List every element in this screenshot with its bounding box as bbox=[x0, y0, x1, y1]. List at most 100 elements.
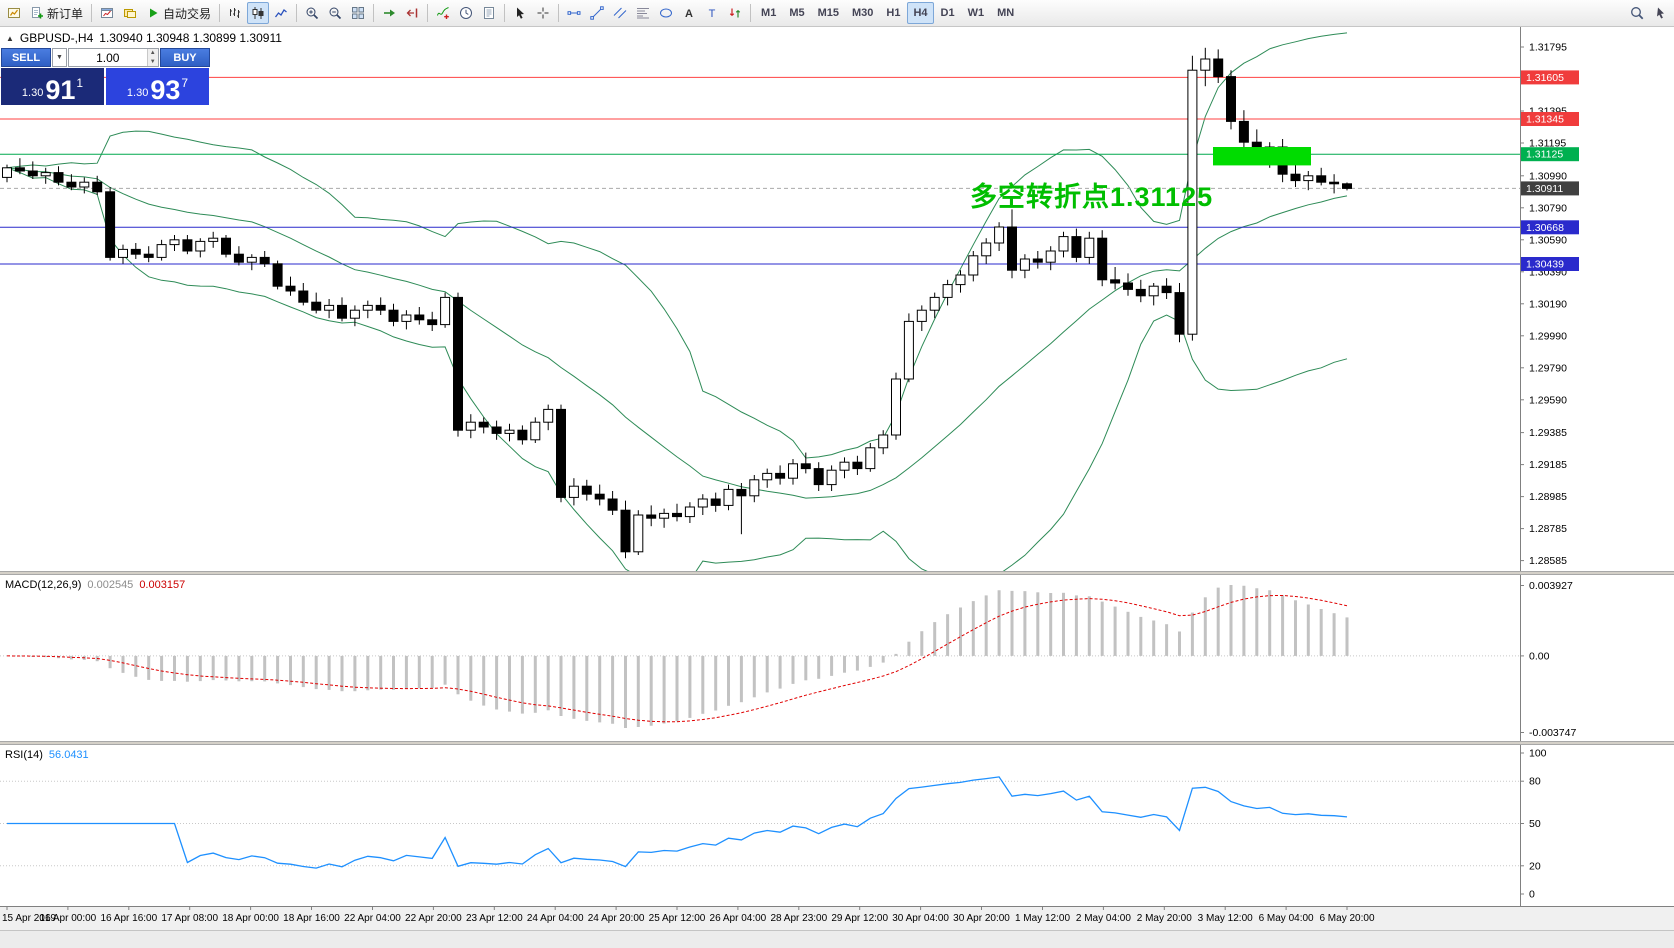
volume-field: ▲ ▼ bbox=[68, 48, 159, 67]
svg-text:1.31125: 1.31125 bbox=[1526, 149, 1563, 161]
timeframe-m1-button[interactable]: M1 bbox=[761, 7, 777, 19]
svg-text:1.31795: 1.31795 bbox=[1529, 42, 1567, 54]
templates-button[interactable] bbox=[478, 2, 500, 24]
zoom-out-button[interactable] bbox=[324, 2, 346, 24]
svg-text:25 Apr 12:00: 25 Apr 12:00 bbox=[649, 913, 706, 924]
new-order-button[interactable]: 新订单 bbox=[26, 2, 87, 24]
equidistant-channel-button[interactable] bbox=[609, 2, 631, 24]
rsi-panel[interactable]: 100 80 50 20 0 RSI(14) 56.0431 bbox=[0, 745, 1674, 906]
shapes-button[interactable] bbox=[655, 2, 677, 24]
trendline-button[interactable] bbox=[586, 2, 608, 24]
volume-decrease-button[interactable]: ▼ bbox=[147, 57, 158, 66]
bar-chart-button[interactable] bbox=[224, 2, 246, 24]
svg-text:1.28585: 1.28585 bbox=[1529, 555, 1567, 567]
text-label-button[interactable]: T bbox=[701, 2, 723, 24]
chart-shift-button[interactable] bbox=[401, 2, 423, 24]
rsi-value: 56.0431 bbox=[48, 749, 89, 761]
indicators-button[interactable] bbox=[432, 2, 454, 24]
text-button[interactable]: A bbox=[678, 2, 700, 24]
bars-icon bbox=[230, 8, 241, 18]
profiles-button[interactable] bbox=[119, 2, 141, 24]
svg-text:6 May 20:00: 6 May 20:00 bbox=[1319, 913, 1374, 924]
crosshair-button[interactable] bbox=[532, 2, 554, 24]
rsi-chart[interactable]: 100 80 50 20 0 bbox=[0, 745, 1674, 906]
svg-text:1.29185: 1.29185 bbox=[1529, 459, 1567, 471]
autoscroll-icon bbox=[384, 9, 396, 17]
timeframe-m15-button[interactable]: M15 bbox=[817, 7, 839, 19]
svg-text:16 Apr 00:00: 16 Apr 00:00 bbox=[40, 913, 97, 924]
timeframe-d1-button[interactable]: D1 bbox=[940, 7, 955, 19]
toolbar-separator bbox=[504, 4, 506, 22]
timeframe-m5-button[interactable]: M5 bbox=[789, 7, 805, 19]
svg-text:24 Apr 20:00: 24 Apr 20:00 bbox=[588, 913, 645, 924]
macd-panel[interactable]: 0.003927 0.00 -0.003747 MACD(12,26,9) 0.00… bbox=[0, 575, 1674, 742]
zoom-in-button[interactable] bbox=[301, 2, 323, 24]
panel-splitter[interactable] bbox=[0, 741, 1674, 745]
toolbar-separator bbox=[427, 4, 429, 22]
pointer-button[interactable] bbox=[1649, 2, 1671, 24]
arrows-button[interactable] bbox=[724, 2, 746, 24]
toolbar-separator bbox=[558, 4, 560, 22]
svg-text:1.30668: 1.30668 bbox=[1526, 222, 1564, 234]
svg-text:1.29990: 1.29990 bbox=[1529, 330, 1567, 342]
svg-text:1.30590: 1.30590 bbox=[1529, 234, 1567, 246]
svg-text:18 Apr 00:00: 18 Apr 00:00 bbox=[222, 913, 279, 924]
svg-text:30 Apr 20:00: 30 Apr 20:00 bbox=[953, 913, 1010, 924]
sell-price-box[interactable]: 1.30 91 1 bbox=[1, 68, 104, 105]
cursor-icon bbox=[517, 7, 525, 19]
timeframe-w1-button[interactable]: W1 bbox=[967, 7, 985, 19]
svg-text:1.31605: 1.31605 bbox=[1526, 72, 1564, 84]
search-button[interactable] bbox=[1626, 2, 1648, 24]
status-strip bbox=[0, 930, 1674, 948]
svg-text:18 Apr 16:00: 18 Apr 16:00 bbox=[283, 913, 340, 924]
order-type-dropdown[interactable]: ▼ bbox=[52, 48, 67, 67]
svg-text:3 May 12:00: 3 May 12:00 bbox=[1198, 913, 1253, 924]
svg-text:2 May 20:00: 2 May 20:00 bbox=[1137, 913, 1192, 924]
auto-scroll-button[interactable] bbox=[378, 2, 400, 24]
zoom-out-icon bbox=[329, 7, 342, 20]
svg-text:1.29590: 1.29590 bbox=[1529, 394, 1567, 406]
macd-main-value: 0.002545 bbox=[87, 579, 134, 591]
periods-button[interactable] bbox=[455, 2, 477, 24]
svg-text:22 Apr 04:00: 22 Apr 04:00 bbox=[344, 913, 401, 924]
label-t-icon: T bbox=[709, 8, 716, 20]
line-chart-button[interactable] bbox=[270, 2, 292, 24]
charts-window-button[interactable] bbox=[96, 2, 118, 24]
time-axis[interactable]: 15 Apr 2019 16 Apr 00:00 16 Apr 16:00 17 Ap… bbox=[0, 906, 1674, 930]
timeframe-m30-button[interactable]: M30 bbox=[852, 7, 874, 19]
svg-text:16 Apr 16:00: 16 Apr 16:00 bbox=[100, 913, 157, 924]
candles-icon bbox=[252, 7, 264, 19]
cursor-button[interactable] bbox=[509, 2, 531, 24]
timeframe-h1-button[interactable]: H1 bbox=[886, 7, 901, 19]
svg-text:-0.003747: -0.003747 bbox=[1529, 727, 1576, 739]
volume-input[interactable] bbox=[69, 49, 147, 66]
main-chart-panel[interactable]: 1.317951.315951.313951.311951.309901.307… bbox=[0, 27, 1674, 572]
candlestick-chart-button[interactable] bbox=[247, 2, 270, 24]
volume-increase-button[interactable]: ▲ bbox=[147, 49, 158, 58]
macd-chart[interactable]: 0.003927 0.00 -0.003747 bbox=[0, 575, 1674, 742]
timeframe-mn-button[interactable]: MN bbox=[997, 7, 1015, 19]
panel-splitter[interactable] bbox=[0, 571, 1674, 575]
sell-button[interactable]: SELL bbox=[1, 48, 51, 67]
timeframe-h4-button[interactable]: H4 bbox=[907, 2, 934, 24]
buy-price-sup: 7 bbox=[181, 76, 189, 90]
toolbar-separator bbox=[750, 4, 752, 22]
svg-text:1.31195: 1.31195 bbox=[1529, 138, 1566, 150]
buy-price-box[interactable]: 1.30 93 7 bbox=[106, 68, 209, 105]
indicators-icon bbox=[437, 7, 449, 19]
svg-text:6 May 04:00: 6 May 04:00 bbox=[1259, 913, 1314, 924]
new-order-button-label: 新订单 bbox=[47, 6, 84, 21]
toolbar-separator bbox=[219, 4, 221, 22]
shapes-icon bbox=[660, 8, 673, 18]
autotrading-button[interactable]: 自动交易 bbox=[142, 2, 215, 24]
one-click-panel-toggle-icon[interactable]: ▲ bbox=[6, 33, 14, 43]
buy-button[interactable]: BUY bbox=[160, 48, 210, 67]
price-chart[interactable]: 1.317951.315951.313951.311951.309901.307… bbox=[0, 27, 1674, 572]
chart-ohlc-values: 1.30940 1.30948 1.30899 1.30911 bbox=[99, 31, 282, 45]
sell-price-big: 91 bbox=[45, 75, 76, 106]
horizontal-line-button[interactable] bbox=[563, 2, 585, 24]
text-a-icon: A bbox=[685, 8, 693, 20]
tile-windows-button[interactable] bbox=[347, 2, 369, 24]
fibonacci-button[interactable] bbox=[632, 2, 654, 24]
